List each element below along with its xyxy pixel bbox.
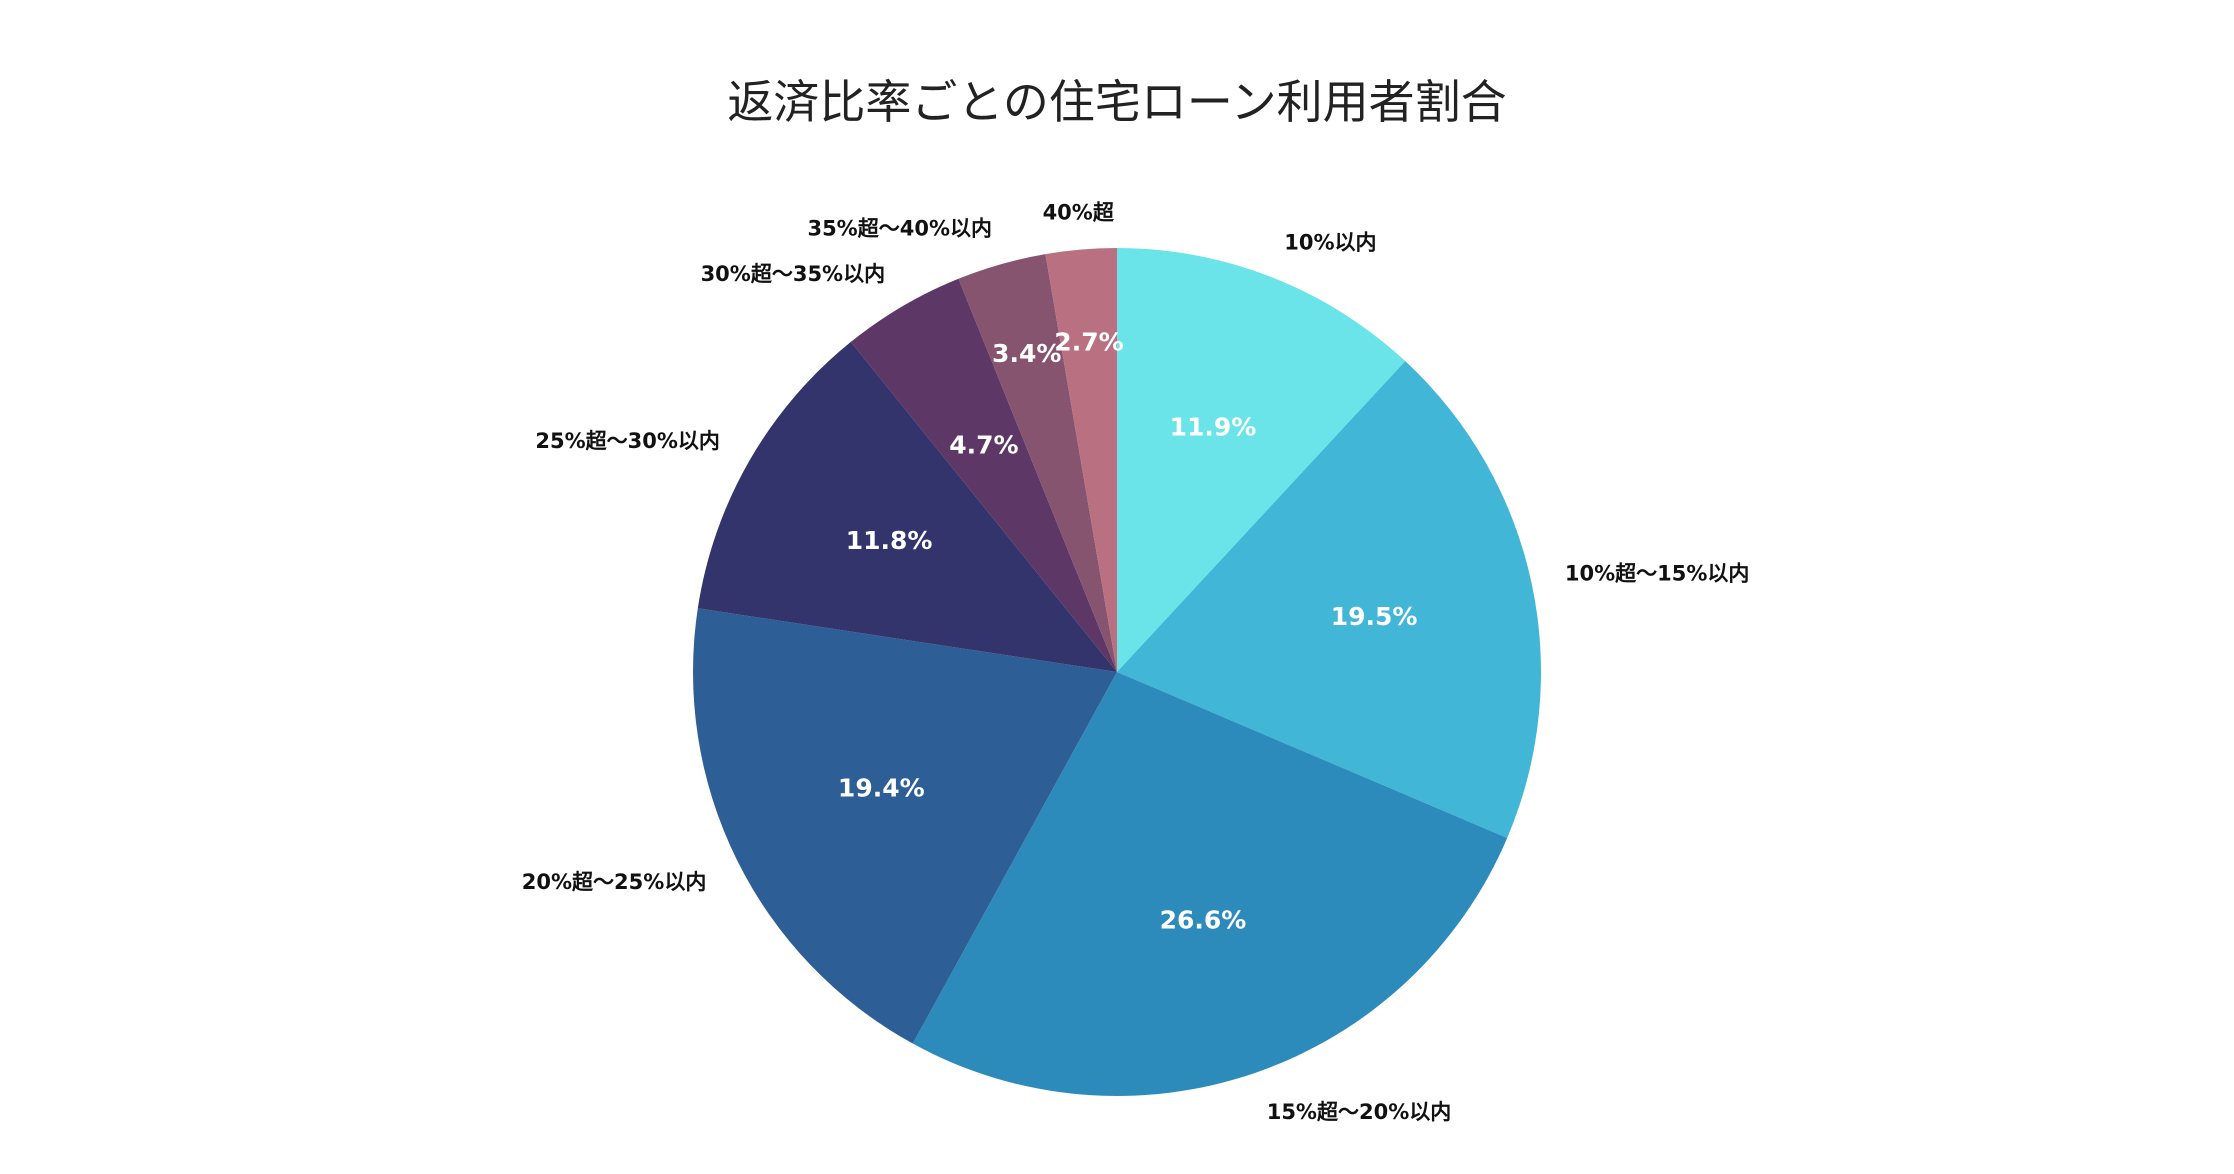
slice-category-label-7: 35%超〜40%以内	[807, 216, 992, 240]
pie-value-labels: 11.9% 19.5% 26.6% 19.4% 11.8% 4.7% 3.4%2.7%	[838, 327, 1418, 934]
slice-category-label-5: 25%超〜30%以内	[535, 429, 720, 453]
pie-slice-3	[912, 672, 1508, 1097]
pie-slice-7	[958, 254, 1117, 673]
slice-value-label-5: 11.8%	[846, 526, 933, 555]
slice-value-label-3: 26.6%	[1160, 905, 1247, 934]
slice-category-label-4: 20%超〜25%以内	[522, 870, 707, 894]
slice-value-label-1: 11.9%	[1170, 412, 1257, 441]
pie-slice-5	[697, 341, 1117, 672]
pie-slice-6	[850, 278, 1117, 672]
slice-value-label-8: 2.7%	[1054, 327, 1123, 356]
slice-value-label-4: 19.4%	[838, 773, 925, 802]
slice-value-label-7: 3.4%	[992, 339, 1061, 368]
pie-slice-2	[1117, 361, 1541, 838]
pie-slice-8	[1045, 248, 1117, 672]
slice-category-label-8: 40%超	[1043, 201, 1115, 225]
chart-title: 返済比率ごとの住宅ローン利用者割合	[727, 75, 1506, 129]
slice-category-label-3: 15%超〜20%以内	[1267, 1100, 1452, 1124]
slice-category-label-2: 10%超〜15%以内	[1565, 561, 1750, 585]
slice-value-label-2: 19.5%	[1331, 602, 1418, 631]
slice-category-label-1: 10%以内	[1284, 231, 1376, 255]
slice-category-label-6: 30%超〜35%以内	[701, 262, 886, 286]
slice-value-label-6: 4.7%	[949, 430, 1018, 459]
pie-category-labels: 10%以内 10%超〜15%以内 15%超〜20%以内 20%超〜25%以内 25%超〜…	[522, 201, 1750, 1124]
pie-slices	[693, 248, 1541, 1097]
pie-slice-1	[1117, 248, 1406, 672]
pie-slice-4	[693, 608, 1117, 1044]
